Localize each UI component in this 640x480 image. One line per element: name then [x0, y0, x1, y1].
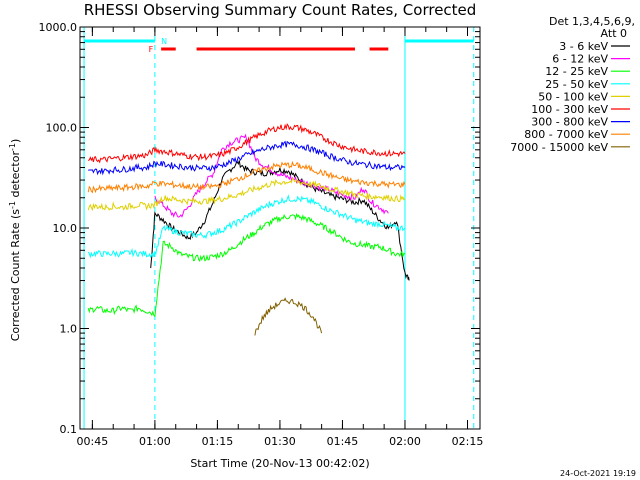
x-tick-label: 01:15: [202, 435, 234, 448]
legend-entry-label: 800 - 7000 keV: [524, 128, 608, 141]
y-tick-label: 10.0: [53, 222, 78, 235]
plot-frame: [80, 27, 480, 429]
x-tick-label: 02:00: [389, 435, 421, 448]
x-tick-label: 01:45: [327, 435, 359, 448]
x-tick-label: 02:15: [452, 435, 484, 448]
series-layer: [88, 124, 409, 335]
annotations: NF: [84, 27, 474, 429]
legend-entry-label: 7000 - 15000 keV: [510, 141, 608, 154]
x-tick-label: 01:30: [264, 435, 296, 448]
axes: 1000.0 100.0 10.0 1.0 0.100:45 01:00 01:15 01:3…: [39, 21, 484, 448]
night-flag-label: N: [161, 37, 167, 46]
series-line-3: [88, 196, 405, 257]
legend-entry-label: 6 - 12 keV: [552, 53, 608, 66]
series-line-7: [88, 162, 405, 192]
y-tick-label: 1000.0: [39, 21, 78, 34]
legend-entry-label: 25 - 50 keV: [545, 78, 608, 91]
legend-entry-label: 50 - 100 keV: [538, 90, 608, 103]
flare-flag-label: F: [149, 45, 154, 54]
footer-date: 24-Oct-2021 19:19: [560, 469, 636, 478]
y-axis-label: Corrected Count Rate (s-1 detector-1): [8, 139, 22, 342]
y-tick-label: 0.1: [60, 423, 78, 436]
series-line-2: [88, 214, 405, 316]
series-line-8: [255, 298, 322, 335]
y-tick-label: 1.0: [60, 323, 78, 336]
legend-entry-label: 3 - 6 keV: [559, 40, 608, 53]
legend-entry-label: 12 - 25 keV: [545, 65, 608, 78]
y-tick-label: 100.0: [46, 122, 78, 135]
x-axis-label: Start Time (20-Nov-13 00:42:02): [190, 457, 369, 470]
chart-title: RHESSI Observing Summary Count Rates, Co…: [84, 1, 477, 19]
legend-entry-label: 100 - 300 keV: [531, 103, 608, 116]
series-line-5: [88, 124, 405, 162]
legend-header-line2: Att 0: [601, 27, 627, 40]
y-axis-label-text: Corrected Count Rate (s-1 detector-1): [8, 139, 22, 342]
x-tick-label: 01:00: [139, 435, 171, 448]
count-rate-chart: RHESSI Observing Summary Count Rates, Co…: [0, 0, 640, 480]
legend-entry-label: 300 - 800 keV: [531, 116, 608, 129]
x-tick-label: 00:45: [77, 435, 109, 448]
